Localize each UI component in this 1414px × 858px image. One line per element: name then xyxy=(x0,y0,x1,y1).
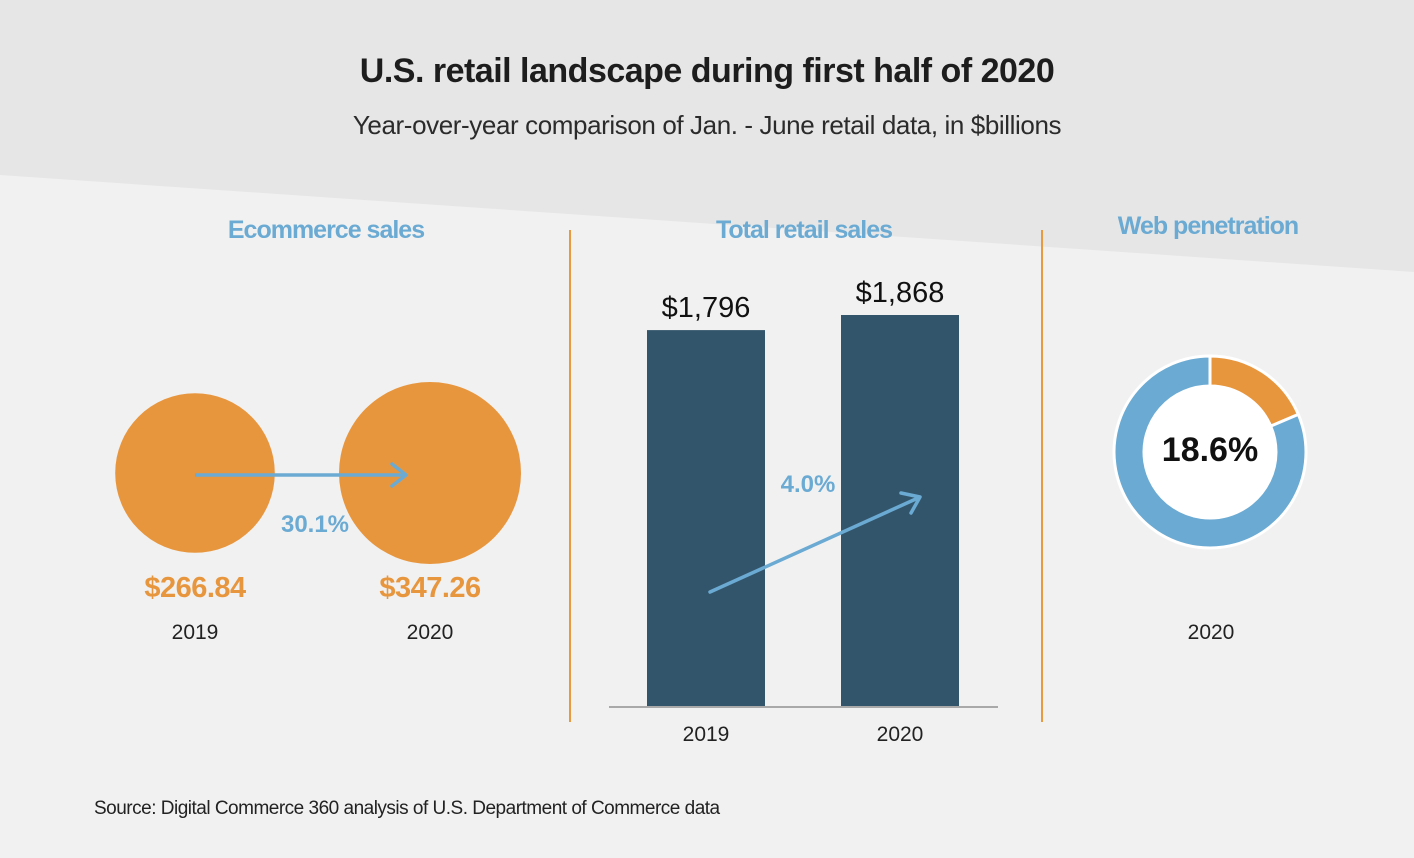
ecommerce-bubble-2019 xyxy=(115,393,275,553)
bar-year-2019: 2019 xyxy=(682,723,730,746)
total-retail-bar-2020 xyxy=(841,315,959,706)
ecommerce-change-label: 30.1% xyxy=(280,511,350,538)
source-note: Source: Digital Commerce 360 analysis of… xyxy=(94,798,720,819)
ecommerce-bubble-2020 xyxy=(339,382,521,564)
donut-center-label: 18.6% xyxy=(1161,431,1259,469)
total-retail-section-title: Total retail sales xyxy=(715,216,893,244)
ecommerce-value-2020: $347.26 xyxy=(379,572,481,604)
total-retail-arrow-head xyxy=(899,491,922,515)
bar-value-2019: $1,796 xyxy=(661,292,751,325)
donut-slice-other xyxy=(1112,354,1308,550)
donut-year-label: 2020 xyxy=(1187,621,1235,644)
total-retail-bar-2019 xyxy=(647,330,765,706)
total-retail-change-label: 4.0% xyxy=(780,471,836,498)
ecommerce-arrow-head xyxy=(390,462,408,488)
ecommerce-year-2019: 2019 xyxy=(171,621,219,644)
ecommerce-section-title: Ecommerce sales xyxy=(227,216,425,244)
donut-hole xyxy=(1145,387,1275,517)
divider-left xyxy=(569,230,571,722)
header-band xyxy=(0,0,1414,272)
ecommerce-value-2019: $266.84 xyxy=(144,572,246,604)
chart-title: U.S. retail landscape during first half … xyxy=(359,52,1055,90)
bar-year-2020: 2020 xyxy=(876,723,924,746)
ecommerce-year-2020: 2020 xyxy=(406,621,454,644)
chart-subtitle: Year-over-year comparison of Jan. - June… xyxy=(352,110,1062,140)
total-retail-arrow-line xyxy=(708,496,920,594)
bar-value-2020: $1,868 xyxy=(855,277,945,309)
web-penetration-section-title: Web penetration xyxy=(1117,212,1299,240)
divider-right xyxy=(1041,230,1043,722)
